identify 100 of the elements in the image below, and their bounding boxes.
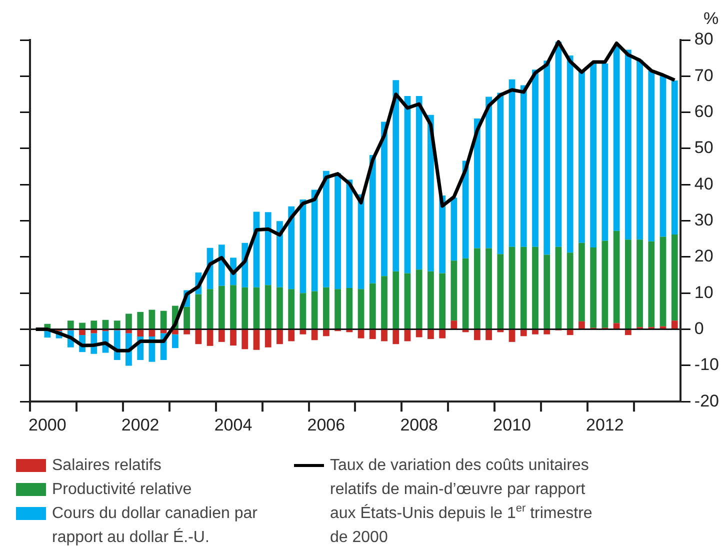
bar xyxy=(578,242,585,322)
y-tick-label: 60 xyxy=(694,102,714,122)
bar xyxy=(624,330,632,336)
bar xyxy=(532,246,538,329)
bar xyxy=(288,330,295,342)
bar xyxy=(624,240,632,329)
bar xyxy=(404,96,411,274)
bar xyxy=(311,190,318,292)
bar xyxy=(508,246,516,329)
bar xyxy=(416,330,422,338)
bar xyxy=(381,122,388,276)
bar xyxy=(358,330,364,338)
y-tick-label: 70 xyxy=(694,66,714,85)
bar xyxy=(566,56,574,253)
y-tick-label: 30 xyxy=(694,210,714,230)
bar xyxy=(392,271,400,329)
bar xyxy=(334,289,341,329)
bar xyxy=(369,283,376,329)
bar xyxy=(322,330,330,336)
bar xyxy=(660,236,666,326)
bar xyxy=(602,64,608,241)
bar xyxy=(276,221,283,288)
bar xyxy=(450,198,458,261)
bar xyxy=(648,70,655,242)
bar xyxy=(392,80,400,272)
bar xyxy=(126,314,132,329)
bar xyxy=(544,60,550,255)
bar xyxy=(311,291,318,329)
bar xyxy=(90,320,98,329)
bar xyxy=(242,287,248,329)
bar xyxy=(114,320,120,329)
x-tick-label: 2010 xyxy=(493,415,531,434)
bar xyxy=(671,80,678,235)
bar xyxy=(381,276,388,329)
bar xyxy=(532,70,538,247)
y-tick-label: 80 xyxy=(694,30,714,49)
bar xyxy=(184,306,190,329)
bar xyxy=(590,248,597,328)
bar xyxy=(602,240,608,328)
legend-label: Productivité relative xyxy=(52,480,192,500)
bar xyxy=(613,323,620,329)
bar xyxy=(195,294,202,329)
y-axis-title: % xyxy=(703,9,719,28)
bar xyxy=(544,254,550,329)
bar xyxy=(428,271,434,329)
bar xyxy=(590,64,597,248)
bar xyxy=(300,293,306,329)
bar xyxy=(578,71,585,243)
legend-label: Cours du dollar canadien par rapport au dollar É.-U. xyxy=(52,504,258,546)
bar xyxy=(206,330,214,346)
y-tick-label: -10 xyxy=(694,355,720,374)
bar xyxy=(439,273,446,329)
y-tick-label: -20 xyxy=(694,391,720,410)
y-tick-label: 50 xyxy=(694,138,714,158)
bar xyxy=(416,270,422,329)
bar xyxy=(276,330,283,344)
x-tick-label: 2000 xyxy=(28,415,66,434)
bar xyxy=(358,289,364,329)
bar xyxy=(578,321,585,329)
bar xyxy=(636,240,643,328)
bar xyxy=(79,330,86,336)
bar xyxy=(242,330,248,350)
bar xyxy=(636,60,643,240)
bar xyxy=(334,173,341,290)
bar xyxy=(346,288,353,329)
bar xyxy=(288,206,295,290)
bar xyxy=(79,322,86,329)
bar xyxy=(486,96,492,248)
y-tick-label: 0 xyxy=(694,318,704,338)
bar xyxy=(206,289,214,329)
bar xyxy=(462,258,469,329)
bar xyxy=(264,285,272,329)
bar xyxy=(322,170,330,288)
bar xyxy=(508,79,516,247)
bar xyxy=(137,312,144,329)
bar xyxy=(90,330,98,334)
bar xyxy=(148,330,156,337)
bar xyxy=(160,310,167,329)
bar xyxy=(474,248,480,329)
bar xyxy=(486,248,492,329)
bar xyxy=(497,254,504,329)
bar xyxy=(416,96,422,270)
bar xyxy=(508,330,516,342)
bar xyxy=(172,334,178,348)
bar xyxy=(566,330,574,336)
bar xyxy=(486,330,492,340)
x-tick-label: 2006 xyxy=(307,415,346,434)
bar xyxy=(474,118,480,248)
x-tick-label: 2008 xyxy=(400,415,438,434)
bar xyxy=(126,330,132,334)
x-tick-label: 2002 xyxy=(121,415,160,434)
bar xyxy=(613,45,620,231)
bar xyxy=(102,320,109,329)
bar xyxy=(520,85,527,247)
bar xyxy=(520,246,527,329)
bar xyxy=(624,50,632,240)
y-tick-label: 10 xyxy=(694,282,714,302)
bar xyxy=(555,42,562,247)
bar xyxy=(497,92,504,254)
bar xyxy=(532,330,538,334)
